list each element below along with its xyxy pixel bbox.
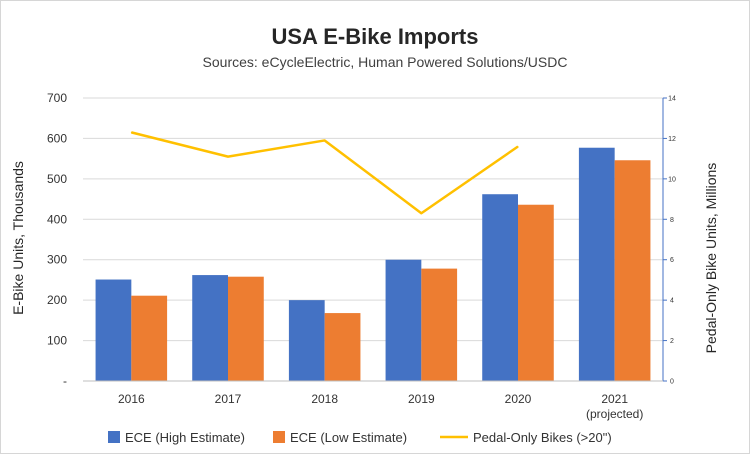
chart-subtitle: Sources: eCycleElectric, Human Powered S…	[203, 54, 568, 70]
y-right-tick-label: 10	[668, 176, 676, 183]
x-tick-label: 2017	[215, 392, 242, 406]
bar-high-2018	[288, 300, 325, 381]
y-left-tick-label: 700	[47, 91, 67, 105]
line-point-2019	[420, 212, 422, 214]
bar-low-2016	[131, 295, 168, 381]
y-axis-left-label: E-Bike Units, Thousands	[10, 161, 26, 315]
y-right-tick-label: 0	[670, 379, 674, 386]
y-left-tick-label: 100	[47, 334, 67, 348]
y-right-tick-label: 8	[670, 217, 674, 224]
line-point-2020	[517, 146, 519, 148]
bar-low-2018	[324, 313, 361, 381]
chart-title: USA E-Bike Imports	[271, 24, 478, 49]
legend-swatch	[108, 431, 120, 443]
x-tick-label: 2019	[408, 392, 435, 406]
x-tick-label: 2016	[118, 392, 145, 406]
y-right-tick-label: 14	[668, 96, 676, 103]
bar-low-2017	[228, 276, 264, 381]
bars	[95, 147, 651, 381]
y-left-tick-label: 400	[47, 212, 67, 226]
bar-low-2019	[421, 268, 458, 381]
y-axis-right-label: Pedal-Only Bike Units, Millions	[703, 163, 719, 354]
bar-high-2017	[192, 275, 228, 381]
line-point-2016	[130, 131, 132, 133]
line-series	[130, 131, 519, 215]
gridlines	[83, 97, 663, 342]
legend-label: Pedal-Only Bikes (>20")	[473, 430, 612, 445]
y-right-tick-label: 12	[668, 136, 676, 143]
bar-high-2021	[578, 147, 615, 381]
y-right-tick-label: 2	[670, 338, 674, 345]
line-point-2017	[227, 156, 229, 158]
y-right-tick-label: 6	[670, 257, 674, 264]
line-pedal-only-bikes	[131, 131, 519, 215]
bar-high-2016	[95, 279, 132, 381]
bar-low-2021	[614, 160, 651, 381]
x-tick-sublabel: (projected)	[586, 407, 643, 421]
legend-swatch	[273, 431, 285, 443]
y-left-tick-label: 600	[47, 131, 67, 145]
y-left-tick-label: 500	[47, 172, 67, 186]
y-left-tick-label: -	[63, 374, 67, 388]
x-tick-label: 2018	[311, 392, 338, 406]
x-tick-label: 2021	[601, 392, 628, 406]
bar-high-2019	[385, 259, 422, 381]
axes: - 100 200 300 400 500 600 700 0 2 4 6 8 10 12 14 2016 201…	[47, 91, 676, 421]
bar-low-2020	[518, 204, 554, 381]
bar-high-2020	[482, 194, 518, 381]
line-point-2018	[324, 139, 326, 141]
legend-label: ECE (High Estimate)	[125, 430, 245, 445]
y-left-tick-label: 300	[47, 253, 67, 267]
y-right-tick-label: 4	[670, 298, 674, 305]
legend: ECE (High Estimate) ECE (Low Estimate) Ped…	[108, 430, 612, 445]
legend-label: ECE (Low Estimate)	[290, 430, 407, 445]
x-tick-label: 2020	[505, 392, 532, 406]
y-left-tick-label: 200	[47, 293, 67, 307]
